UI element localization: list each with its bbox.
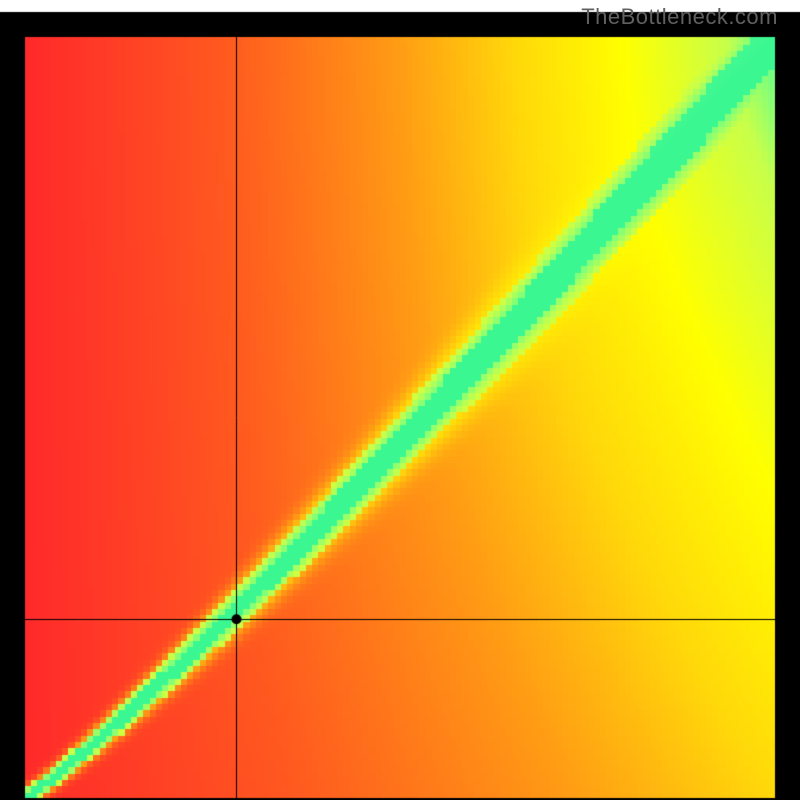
chart-container: TheBottleneck.com [0,0,800,800]
bottleneck-heatmap [0,0,800,800]
watermark-text: TheBottleneck.com [581,4,778,30]
